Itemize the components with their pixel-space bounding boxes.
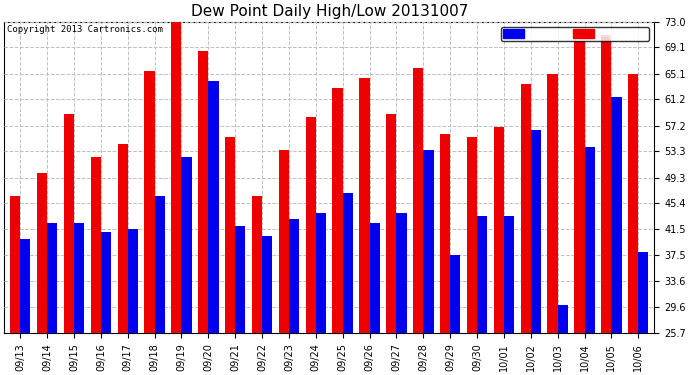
Bar xyxy=(386,114,397,333)
Bar xyxy=(558,305,568,333)
Bar xyxy=(117,144,128,333)
Bar xyxy=(37,173,47,333)
Bar xyxy=(628,74,638,333)
Bar xyxy=(467,137,477,333)
Bar xyxy=(306,117,316,333)
Bar xyxy=(611,98,622,333)
Bar xyxy=(144,71,155,333)
Bar xyxy=(574,42,584,333)
Bar xyxy=(90,157,101,333)
Bar xyxy=(450,255,460,333)
Bar xyxy=(262,236,273,333)
Bar xyxy=(63,114,74,333)
Bar xyxy=(531,130,541,333)
Bar xyxy=(252,196,262,333)
Bar xyxy=(423,150,433,333)
Bar xyxy=(504,216,514,333)
Legend: Low  (°F), High  (°F): Low (°F), High (°F) xyxy=(502,27,649,41)
Bar xyxy=(289,219,299,333)
Bar xyxy=(128,229,138,333)
Bar xyxy=(440,134,450,333)
Bar xyxy=(74,222,84,333)
Bar xyxy=(333,87,343,333)
Bar xyxy=(47,222,57,333)
Bar xyxy=(584,147,595,333)
Bar xyxy=(279,150,289,333)
Bar xyxy=(477,216,487,333)
Text: Copyright 2013 Cartronics.com: Copyright 2013 Cartronics.com xyxy=(8,25,164,34)
Bar xyxy=(155,196,165,333)
Bar xyxy=(225,137,235,333)
Bar xyxy=(10,196,20,333)
Bar xyxy=(316,213,326,333)
Bar xyxy=(101,232,111,333)
Bar xyxy=(547,74,558,333)
Bar xyxy=(413,68,423,333)
Bar xyxy=(181,157,192,333)
Bar xyxy=(638,252,649,333)
Bar xyxy=(171,15,181,333)
Bar xyxy=(601,35,611,333)
Bar xyxy=(359,78,370,333)
Bar xyxy=(20,239,30,333)
Bar xyxy=(397,213,406,333)
Bar xyxy=(493,127,504,333)
Bar xyxy=(370,222,380,333)
Bar xyxy=(343,193,353,333)
Bar xyxy=(208,81,219,333)
Title: Dew Point Daily High/Low 20131007: Dew Point Daily High/Low 20131007 xyxy=(190,4,468,19)
Bar xyxy=(235,226,246,333)
Bar xyxy=(198,51,208,333)
Bar xyxy=(520,84,531,333)
